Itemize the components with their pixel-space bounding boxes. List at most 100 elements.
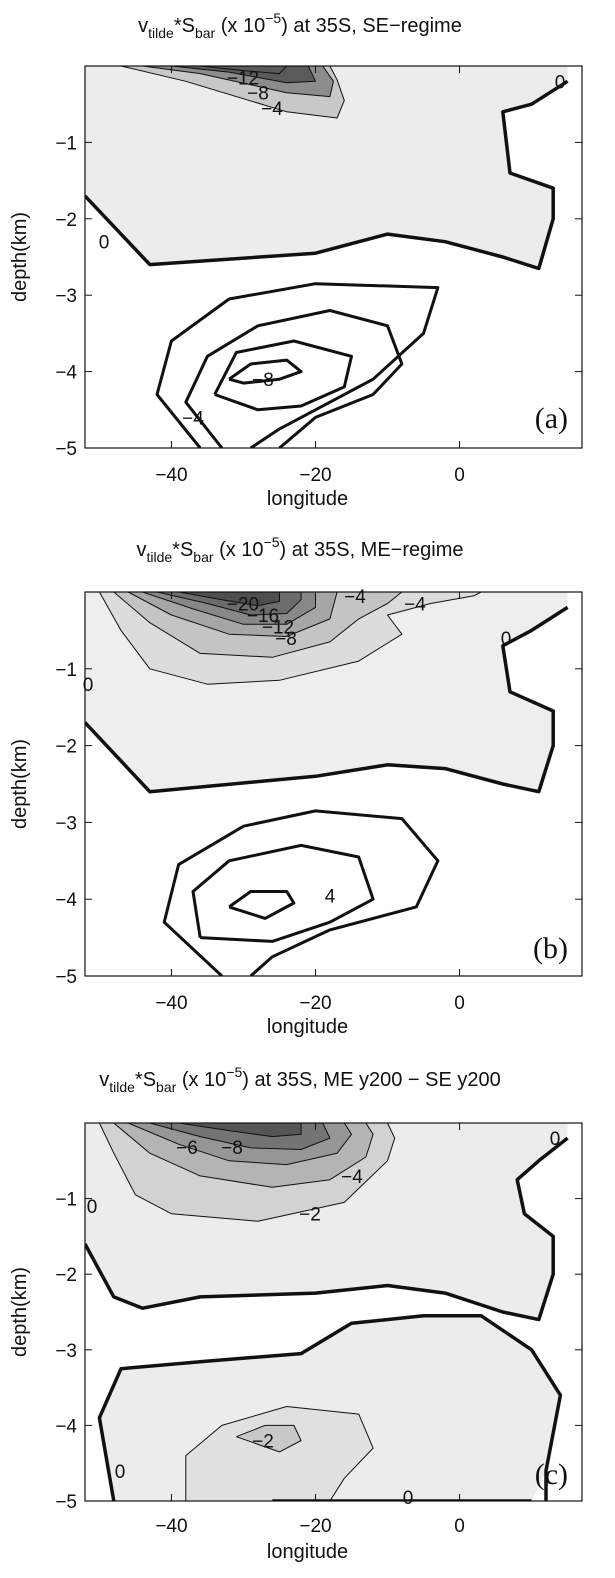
panel-label: (b) [533,932,568,965]
x-axis-label: longitude [267,1541,348,1563]
y-axis-label: depth(km) [9,1267,31,1357]
x-tick-label: −20 [299,1516,331,1537]
y-tick-label: −1 [55,660,77,681]
contour-line-7 [213,339,353,412]
chart-panel-1: −40 −20 0−1−2−3−4−5longitudedepth(km)vtild… [9,534,583,1038]
contour-line-3 [127,592,338,637]
x-tick-label: −20 [299,465,331,486]
contour-label: 0 [555,72,566,93]
y-axis-label: depth(km) [9,212,31,302]
y-tick-label: −5 [55,967,77,988]
contour-line-3 [128,1123,352,1166]
x-tick-label: 0 [454,993,465,1014]
x-axis-label: longitude [267,488,348,510]
contour-label: −4 [341,1167,363,1188]
contour-label: 0 [550,1129,561,1150]
y-tick-label: −5 [55,1492,77,1513]
x-tick-label: 0 [454,465,465,486]
plot-area [85,592,569,976]
contour-line-8 [228,358,303,385]
y-tick-label: −4 [55,363,77,384]
contour-line-2 [113,592,403,658]
y-tick-label: −4 [55,1416,77,1437]
contour-line-5 [178,1123,302,1138]
contour-label: −4 [261,99,283,120]
contour-label: −8 [275,629,297,650]
contour-label: −8 [247,84,269,105]
y-tick-label: −4 [55,890,77,911]
contour-label: −20 [227,595,259,616]
contour-label: 0 [99,233,110,254]
contour-label: 4 [325,886,336,907]
contour-fill-6 [178,592,280,606]
contour-line-0 [85,1136,569,1322]
contour-line-2 [142,66,334,98]
y-tick-label: −2 [55,1265,77,1286]
chart-panel-0: −40 −20 0−1−2−3−4−5longitudedepth(km)vtild… [9,10,583,510]
y-tick-label: −1 [55,133,77,154]
axes-frame [84,591,583,977]
panel-label: (a) [535,402,568,435]
contour-label: 0 [115,1462,126,1483]
contour-label: −16 [247,606,279,627]
y-tick-label: −2 [55,210,77,231]
contour-line-1 [120,66,345,119]
y-tick-label: −2 [55,737,77,758]
contour-label: −12 [262,618,294,639]
y-tick-label: −3 [55,286,77,307]
contour-line-8 [191,843,375,943]
contour-label: −6 [176,1138,198,1159]
chart-title: vtilde*Sbar (x 10−5) at 35S, ME y200 − S… [99,1064,501,1095]
x-tick-label: −40 [155,993,187,1014]
chart-title: vtilde*Sbar (x 10−5) at 35S, ME−regime [136,534,463,565]
contour-line-6 [178,592,280,607]
x-tick-label: −20 [299,993,331,1014]
contour-line-0 [85,605,569,794]
chart-title: vtilde*Sbar (x 10−5) at 35S, SE−regime [138,10,462,41]
contour-line-4 [200,66,288,75]
contour-line-8 [185,1406,374,1501]
x-tick-label: −40 [155,465,187,486]
x-axis-label: longitude [267,1016,348,1038]
contour-label: 0 [501,629,512,650]
contour-label: 0 [87,1197,98,1218]
panel-label: (c) [535,1458,568,1491]
plot-area [85,66,569,448]
y-tick-label: −3 [55,813,77,834]
contour-line-0 [85,79,569,271]
y-axis-label: depth(km) [9,739,31,829]
contour-line-4 [149,1123,331,1150]
x-tick-label: 0 [454,1516,465,1537]
contour-line-5 [155,282,440,448]
contour-fill-7 [185,1406,374,1501]
contour-fill-5 [178,1123,302,1137]
contour-line-6 [184,309,404,448]
contour-label: 0 [83,675,94,696]
y-tick-label: −1 [55,1190,77,1211]
contour-line-7 [162,809,440,976]
contour-fill-8 [236,1425,302,1452]
y-tick-label: −5 [55,439,77,460]
contour-line-1 [98,592,482,685]
y-tick-label: −3 [55,1341,77,1362]
contour-line-4 [142,592,316,625]
contour-label: −8 [252,370,274,391]
axes-frame [84,65,583,449]
contour-line-9 [228,890,296,920]
contour-fill-0 [85,66,568,269]
contour-label: −4 [182,408,204,429]
plot-area [85,1123,569,1501]
contour-label: −2 [299,1205,321,1226]
chart-panel-2: −40 −20 0−1−2−3−4−5longitudedepth(km)vtild… [9,1064,583,1563]
contour-line-2 [113,1123,374,1188]
contour-line-9 [236,1424,302,1453]
contour-label: −4 [344,587,366,608]
contour-line-5 [156,592,302,616]
contour-label: −8 [221,1138,243,1159]
contour-line-3 [171,66,316,84]
contour-label: −2 [252,1432,274,1453]
contour-label: −12 [227,68,259,89]
contour-label: 0 [403,1488,414,1509]
contour-label: −4 [404,595,426,616]
